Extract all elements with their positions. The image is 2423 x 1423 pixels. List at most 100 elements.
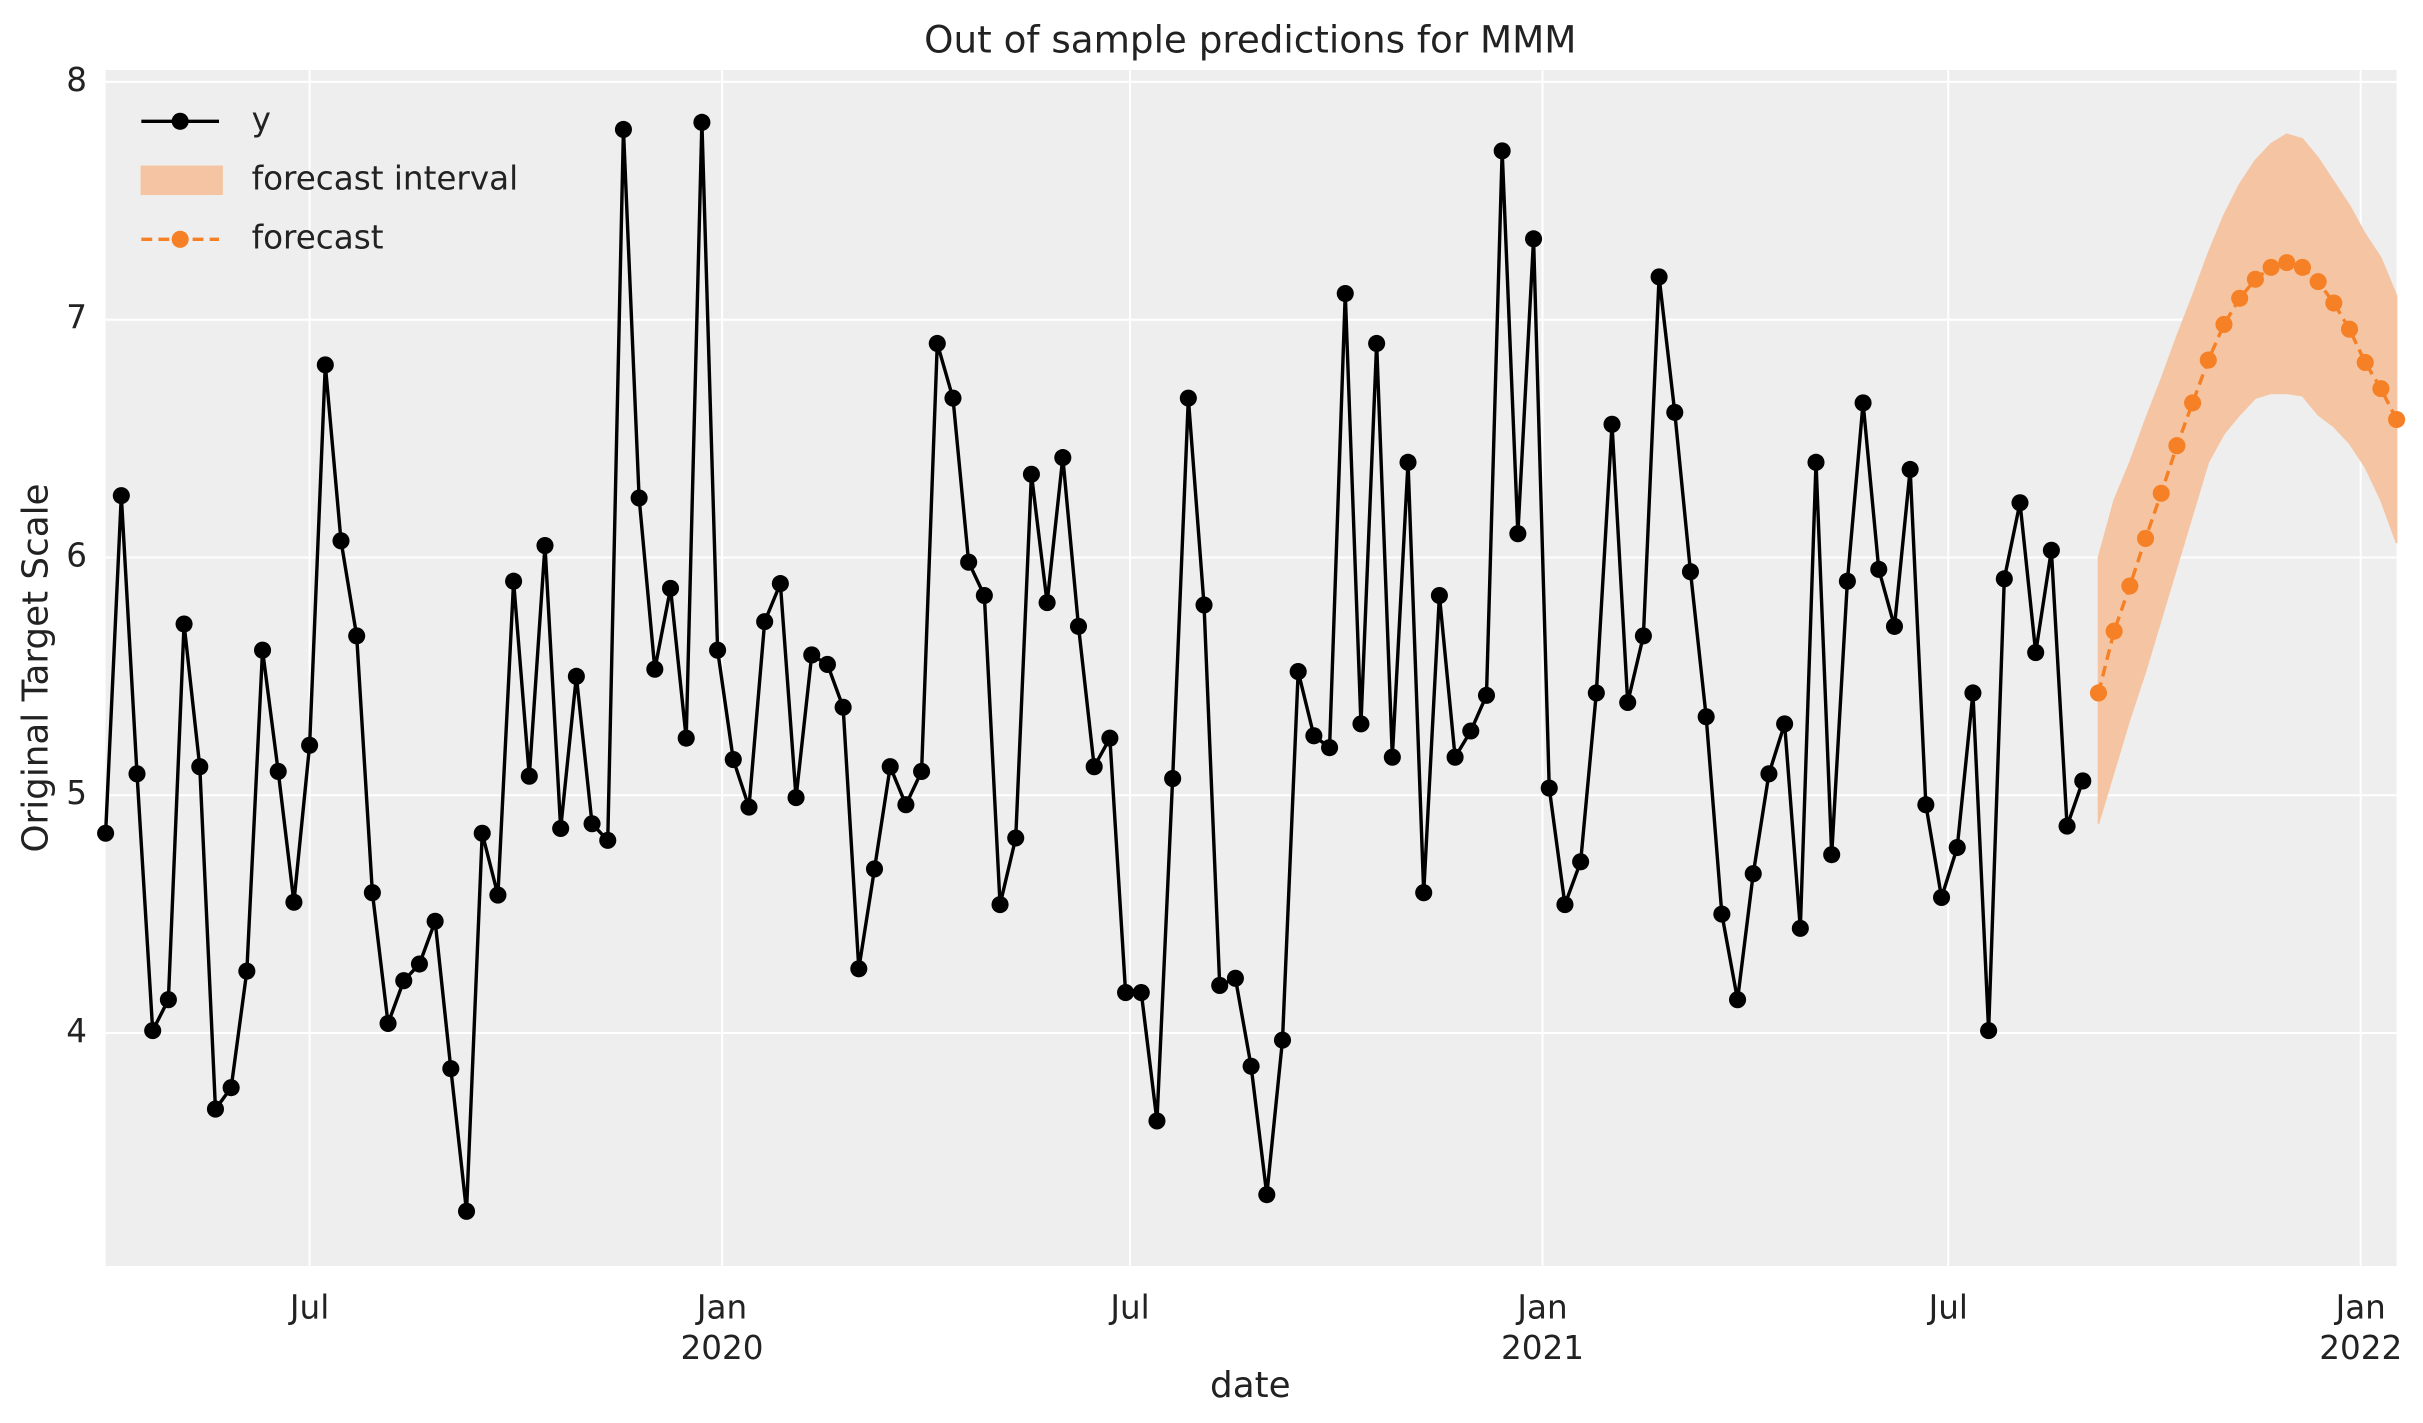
point xyxy=(1462,722,1480,740)
point xyxy=(316,356,334,374)
point xyxy=(1932,888,1951,906)
point xyxy=(222,1079,240,1097)
legend-swatch xyxy=(140,165,223,196)
point xyxy=(865,860,884,878)
point xyxy=(379,1014,397,1033)
point xyxy=(1022,465,1040,483)
x-tick-year: 2021 xyxy=(1501,1329,1584,1367)
point xyxy=(426,912,444,930)
point xyxy=(2027,644,2045,662)
point xyxy=(206,1100,225,1118)
point xyxy=(457,1202,476,1220)
point xyxy=(520,767,538,785)
y-tick-label: 6 xyxy=(66,536,87,574)
point xyxy=(1760,765,1778,783)
point xyxy=(991,896,1009,914)
point xyxy=(395,972,413,990)
point xyxy=(1540,779,1558,797)
chart-title: Out of sample predictions for MMM xyxy=(924,18,1576,62)
point xyxy=(1430,586,1448,605)
point xyxy=(1007,829,1025,847)
point xyxy=(1713,905,1731,923)
point xyxy=(960,553,978,571)
point xyxy=(2136,529,2155,547)
y-tick-label: 5 xyxy=(66,774,87,812)
y-axis-label: Original Target Scale xyxy=(15,483,56,852)
point xyxy=(2246,270,2264,288)
point xyxy=(944,389,962,407)
point xyxy=(1415,884,1433,902)
point xyxy=(1179,389,1197,407)
x-tick-label: Jan xyxy=(2334,1288,2386,1326)
point xyxy=(473,824,491,842)
point xyxy=(2388,411,2406,429)
point xyxy=(677,729,695,747)
point xyxy=(2152,484,2170,502)
point xyxy=(1525,230,1543,248)
x-tick-label: Jan xyxy=(695,1288,747,1326)
point xyxy=(1681,563,1700,581)
point xyxy=(1101,729,1119,747)
point xyxy=(2293,258,2311,276)
x-tick-label: Jan xyxy=(1515,1288,1567,1326)
point xyxy=(1383,748,1401,766)
point xyxy=(1226,969,1244,987)
point xyxy=(2325,294,2343,312)
point xyxy=(1917,796,1935,814)
point xyxy=(1273,1031,1292,1049)
point xyxy=(159,991,177,1009)
point xyxy=(1603,415,1621,433)
point xyxy=(661,579,680,597)
point xyxy=(1572,853,1590,871)
point xyxy=(1289,663,1307,681)
point xyxy=(2074,772,2092,790)
point xyxy=(1729,991,1747,1009)
point xyxy=(975,586,993,605)
point xyxy=(332,532,350,550)
point xyxy=(112,487,130,505)
point xyxy=(630,489,648,507)
legend-label: forecast interval xyxy=(252,159,519,197)
point xyxy=(1791,919,1809,937)
point xyxy=(1838,572,1856,590)
point xyxy=(2184,394,2202,412)
point xyxy=(881,758,899,776)
point xyxy=(614,120,632,139)
point xyxy=(1069,617,1088,635)
point xyxy=(567,667,585,685)
point xyxy=(238,962,256,980)
point xyxy=(2105,622,2123,640)
point xyxy=(2340,320,2359,338)
point xyxy=(850,960,868,978)
point xyxy=(285,893,303,911)
point xyxy=(1744,865,1762,883)
point xyxy=(1697,708,1715,726)
point xyxy=(803,646,821,664)
point xyxy=(834,698,852,716)
legend-label: forecast xyxy=(252,218,384,256)
point xyxy=(1164,770,1182,788)
legend-label: y xyxy=(252,100,271,138)
point xyxy=(2168,437,2186,455)
point xyxy=(2089,684,2107,702)
point xyxy=(1964,684,1982,702)
point xyxy=(348,627,366,645)
point xyxy=(1870,560,1888,578)
point xyxy=(1556,896,1574,914)
point xyxy=(1368,334,1386,353)
point xyxy=(489,886,507,904)
legend-marker xyxy=(171,230,189,248)
plot-area xyxy=(105,70,2397,1266)
point xyxy=(1650,268,1668,286)
marks xyxy=(97,113,2406,1220)
point xyxy=(1195,596,1213,614)
point xyxy=(2278,254,2296,272)
point xyxy=(599,831,617,849)
x-tick-year: 2020 xyxy=(681,1329,764,1367)
point xyxy=(1258,1186,1276,1204)
point xyxy=(2309,273,2327,291)
point xyxy=(1305,727,1323,745)
point xyxy=(771,575,789,593)
point xyxy=(191,758,209,776)
